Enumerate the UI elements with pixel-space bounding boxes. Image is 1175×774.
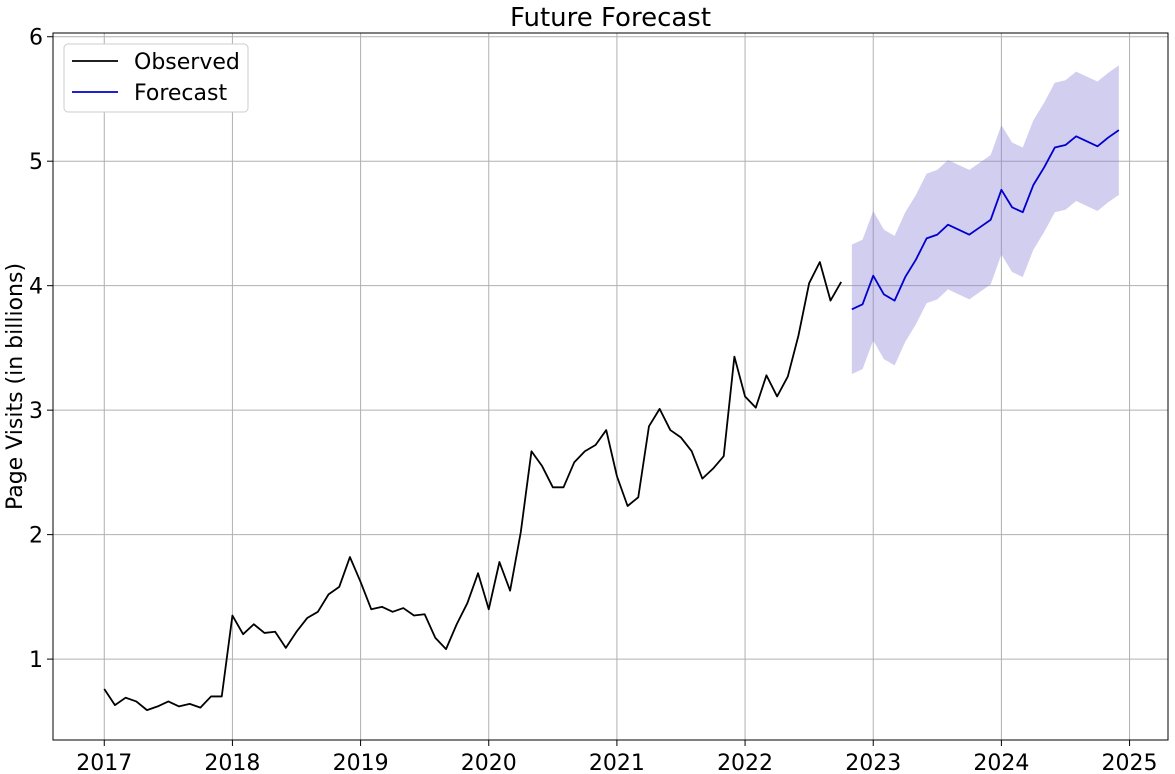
- legend-label: Forecast: [134, 81, 227, 106]
- forecast-series-line: [851, 129, 1120, 311]
- x-tick-label: 2022: [717, 751, 773, 774]
- x-tick-label: 2017: [76, 751, 132, 774]
- confidence-band: [851, 65, 1119, 375]
- x-tick-label: 2023: [845, 751, 901, 774]
- y-tick-label: 2: [29, 524, 43, 549]
- y-tick-label: 4: [29, 275, 43, 300]
- grid-layer: [53, 33, 1168, 740]
- y-axis-label: Page Visits (in billions): [3, 263, 28, 510]
- series-line-layer: [103, 129, 1120, 712]
- y-tick-label: 6: [29, 26, 43, 51]
- x-tick-label: 2021: [589, 751, 645, 774]
- y-tick-label: 5: [29, 150, 43, 175]
- plot-frame: [52, 32, 1169, 741]
- y-tick-label: 1: [29, 648, 43, 673]
- x-tick-label: 2024: [973, 751, 1029, 774]
- x-tick-label: 2025: [1102, 751, 1158, 774]
- x-tick-label: 2018: [204, 751, 260, 774]
- legend-label: Observed: [134, 50, 240, 75]
- chart-title: Future Forecast: [510, 3, 711, 33]
- observed-series-line: [103, 261, 842, 712]
- tick-layer: 2017 2018 2019 2020 2021 2022 2023 2024 2025 1 2 3 4…: [29, 26, 1158, 774]
- legend: Observed Forecast: [63, 43, 249, 113]
- y-tick-label: 3: [29, 399, 43, 424]
- confidence-band-layer: [851, 65, 1119, 375]
- x-tick-label: 2020: [461, 751, 517, 774]
- x-tick-label: 2019: [333, 751, 389, 774]
